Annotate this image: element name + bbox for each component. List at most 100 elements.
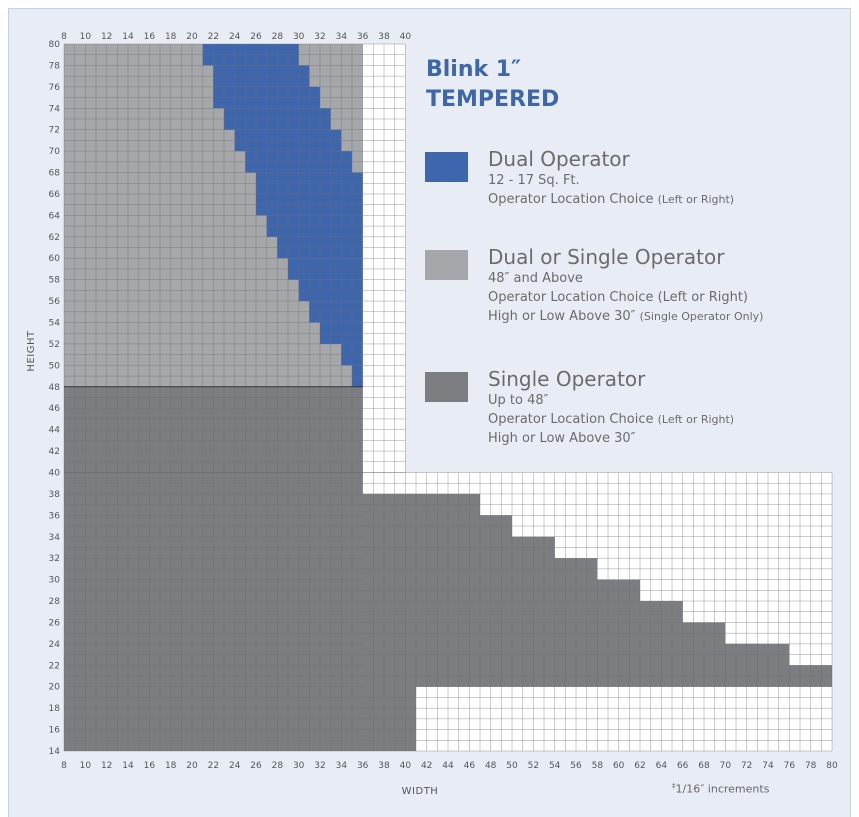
y-tick-label: 62 [49,233,60,243]
x-tick-label: 54 [549,761,561,771]
legend-desc-line: Operator Location Choice (Left or Right) [488,290,748,305]
y-tick-label: 66 [49,190,61,200]
top-x-tick-label: 12 [101,32,112,42]
double-dagger-mark: ‡ [672,782,676,790]
y-tick-label: 38 [49,490,61,500]
x-tick-label: 64 [656,761,668,771]
chart-subtitle: TEMPERED [426,87,560,112]
y-tick-label: 40 [49,468,61,478]
legend: Blink 1″ TEMPERED Dual Operator 12 - 17 … [400,55,840,446]
x-tick-label: 8 [61,761,67,771]
top-x-tick-label: 34 [336,32,348,42]
x-tick-label: 68 [698,761,710,771]
x-tick-label: 60 [613,761,625,771]
x-tick-label: 46 [464,761,476,771]
x-tick-label: 34 [336,761,348,771]
y-tick-label: 20 [49,683,61,693]
x-tick-label: 24 [229,761,241,771]
x-tick-label: 12 [101,761,112,771]
top-x-tick-label: 38 [378,32,390,42]
x-axis-title: WIDTH [402,786,439,797]
y-tick-label: 50 [49,361,61,371]
y-tick-label: 36 [49,511,61,521]
y-tick-label: 42 [49,447,60,457]
x-tick-label: 20 [186,761,198,771]
x-tick-label: 62 [634,761,645,771]
x-tick-label: 80 [826,761,838,771]
top-x-tick-label: 14 [122,32,134,42]
top-x-tick-label: 16 [144,32,156,42]
y-tick-label: 58 [49,276,61,286]
x-tick-label: 14 [122,761,134,771]
chart-title: Blink 1″ [426,57,521,82]
top-x-tick-label: 10 [80,32,92,42]
y-tick-label: 48 [49,383,61,393]
y-tick-label: 28 [49,597,61,607]
y-tick-label: 78 [49,61,61,71]
legend-small-note: (Single Operator Only) [639,310,764,323]
top-x-tick-label: 24 [229,32,241,42]
y-tick-label: 34 [49,533,61,543]
top-x-tick-label: 28 [272,32,284,42]
x-tick-label: 74 [762,761,774,771]
legend-desc-line: Up to 48″ [488,393,549,408]
y-tick-label: 24 [49,640,61,650]
x-tick-label: 78 [805,761,817,771]
y-tick-label: 44 [49,426,61,436]
legend-label-dual-operator: Dual Operator [488,147,630,171]
legend-swatch-single-operator [425,372,468,402]
legend-swatch-dual-operator [425,152,468,182]
y-tick-label: 30 [49,576,61,586]
y-tick-label: 68 [49,169,61,179]
x-tick-label: 66 [677,761,689,771]
y-tick-label: 60 [49,254,61,264]
x-tick-label: 22 [208,761,219,771]
x-tick-label: 72 [741,761,752,771]
x-tick-label: 30 [293,761,305,771]
x-tick-label: 52 [528,761,539,771]
x-tick-label: 28 [272,761,284,771]
x-tick-label: 44 [442,761,454,771]
x-tick-label: 76 [784,761,796,771]
top-x-tick-label: 40 [400,32,412,42]
legend-desc-line: Operator Location Choice (Left or Right) [488,192,735,207]
x-tick-label: 40 [400,761,412,771]
x-tick-label: 16 [144,761,156,771]
legend-small-note: (Left or Right) [657,193,735,206]
x-tick-label: 26 [250,761,262,771]
y-tick-label: 54 [49,319,61,329]
top-x-tick-label: 30 [293,32,305,42]
y-tick-label: 64 [49,211,61,221]
y-tick-label: 32 [49,554,60,564]
top-x-tick-label: 26 [250,32,262,42]
legend-desc-line: 48″ and Above [488,271,583,286]
x-tick-label: 50 [506,761,518,771]
x-tick-label: 42 [421,761,432,771]
y-tick-label: 70 [49,147,61,157]
x-tick-label: 70 [720,761,732,771]
top-x-tick-label: 22 [208,32,219,42]
legend-swatch-dual-or-single [425,250,468,280]
y-tick-label: 52 [49,340,60,350]
legend-label-dual-or-single: Dual or Single Operator [488,245,725,269]
top-x-tick-label: 36 [357,32,369,42]
legend-desc-line: 12 - 17 Sq. Ft. [488,173,580,188]
x-tick-label: 18 [165,761,177,771]
x-tick-label: 48 [485,761,497,771]
y-tick-label: 22 [49,661,60,671]
legend-desc-line: High or Low Above 30″ [488,431,636,446]
y-tick-label: 16 [49,726,61,736]
y-tick-label: 56 [49,297,61,307]
increments-note: ‡1/16″ increments [672,782,769,796]
y-tick-label: 26 [49,618,61,628]
legend-desc-line: Operator Location Choice (Left or Right) [488,412,735,427]
legend-label-single-operator: Single Operator [488,367,646,391]
top-x-tick-label: 32 [314,32,325,42]
top-x-tick-label: 18 [165,32,177,42]
x-tick-label: 10 [80,761,92,771]
legend-small-note: (Left or Right) [657,413,735,426]
top-x-tick-label: 8 [61,32,67,42]
increments-note-text: 1/16″ increments [675,782,770,796]
x-tick-label: 32 [314,761,325,771]
y-tick-label: 80 [49,40,61,50]
